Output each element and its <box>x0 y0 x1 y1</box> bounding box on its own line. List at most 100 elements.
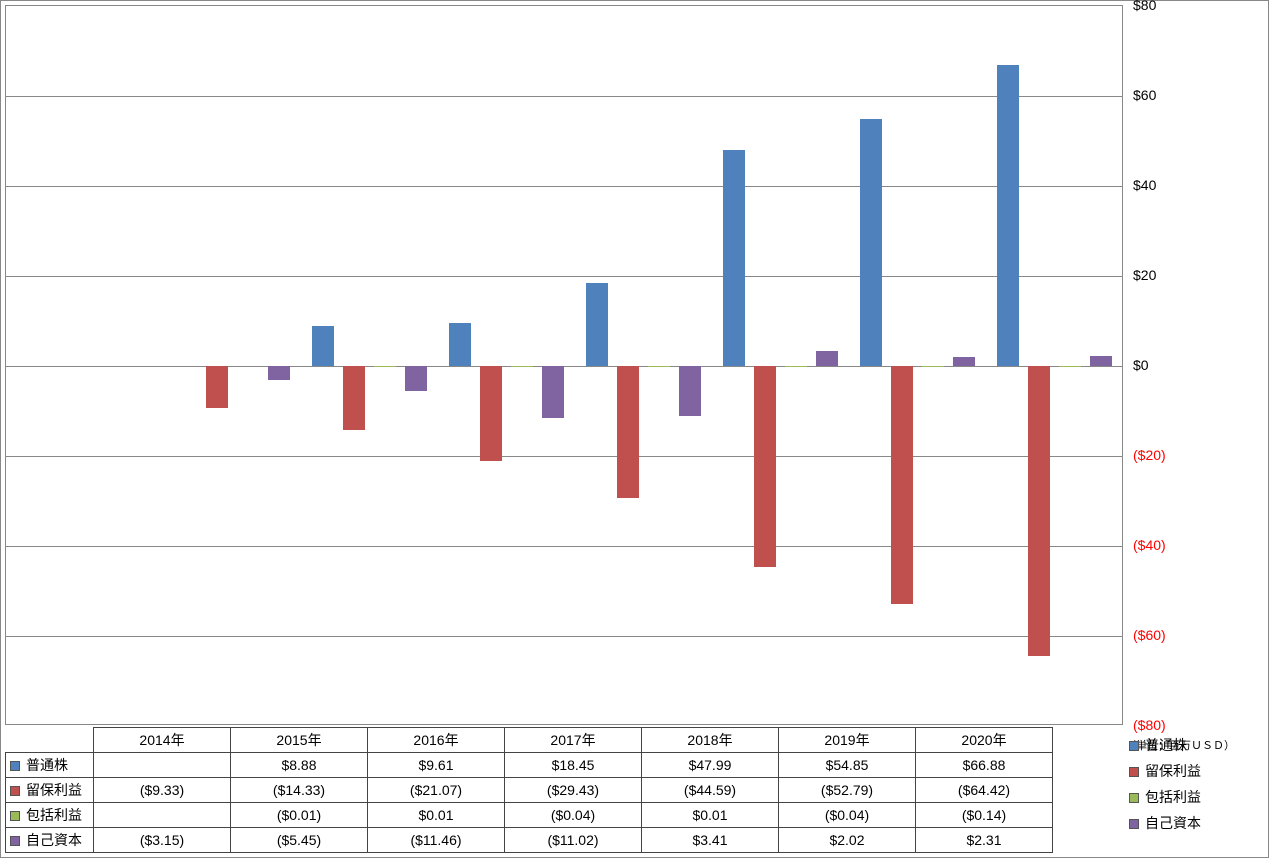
table-cell: ($52.79) <box>779 778 916 803</box>
bar <box>785 366 807 367</box>
bar <box>374 366 396 367</box>
bar <box>617 366 639 498</box>
row-label: 普通株 <box>6 753 94 778</box>
y-tick-label: $20 <box>1133 267 1156 283</box>
bar <box>343 366 365 430</box>
bar <box>206 366 228 408</box>
series-swatch <box>10 786 20 796</box>
bar <box>754 366 776 567</box>
bar <box>997 65 1019 366</box>
table-cell: ($11.46) <box>368 828 505 853</box>
bar <box>1028 366 1050 656</box>
series-swatch <box>10 811 20 821</box>
chart-container: $80$60$40$20$0($20)($40)($60)($80) （単位：百… <box>0 0 1269 858</box>
bar <box>480 366 502 461</box>
table-cell: $2.02 <box>779 828 916 853</box>
grid-line <box>6 636 1122 637</box>
bar <box>542 366 564 418</box>
legend-item: 自己資本 <box>1129 813 1201 833</box>
y-tick-label: $60 <box>1133 87 1156 103</box>
legend-item: 包括利益 <box>1129 787 1201 807</box>
table-cell: $9.61 <box>368 753 505 778</box>
bar <box>723 150 745 366</box>
table-cell: $47.99 <box>642 753 779 778</box>
table-cell: $2.31 <box>916 828 1053 853</box>
data-table: 2014年2015年2016年2017年2018年2019年2020年普通株 $8… <box>5 727 1053 853</box>
grid-line <box>6 456 1122 457</box>
table-row: 普通株 $8.88$9.61$18.45$47.99$54.85$66.88 <box>6 753 1053 778</box>
table-cell <box>94 753 231 778</box>
bar <box>953 357 975 366</box>
bar <box>679 366 701 416</box>
bar <box>1090 356 1112 366</box>
table-header: 2020年 <box>916 728 1053 753</box>
table-cell: ($0.04) <box>505 803 642 828</box>
y-tick-label: ($80) <box>1133 717 1166 733</box>
row-label: 包括利益 <box>6 803 94 828</box>
table-cell: ($64.42) <box>916 778 1053 803</box>
bar <box>405 366 427 391</box>
table-cell: $3.41 <box>642 828 779 853</box>
y-tick-label: $0 <box>1133 357 1149 373</box>
bar <box>816 351 838 366</box>
table-cell: ($3.15) <box>94 828 231 853</box>
legend-swatch <box>1129 819 1139 829</box>
row-label: 留保利益 <box>6 778 94 803</box>
bar <box>860 119 882 366</box>
table-row: 包括利益($0.01)$0.01($0.04)$0.01($0.04)($0.1… <box>6 803 1053 828</box>
table-header: 2017年 <box>505 728 642 753</box>
table-row: 留保利益($9.33)($14.33)($21.07)($29.43)($44.… <box>6 778 1053 803</box>
table-header: 2014年 <box>94 728 231 753</box>
table-cell: $54.85 <box>779 753 916 778</box>
y-tick-label: ($60) <box>1133 627 1166 643</box>
legend-swatch <box>1129 741 1139 751</box>
table-cell: $66.88 <box>916 753 1053 778</box>
table-cell: ($0.14) <box>916 803 1053 828</box>
table-cell: ($21.07) <box>368 778 505 803</box>
table-cell: $8.88 <box>231 753 368 778</box>
table-corner <box>6 728 94 753</box>
bar <box>312 326 334 366</box>
bar <box>922 366 944 367</box>
table-cell: ($11.02) <box>505 828 642 853</box>
legend-swatch <box>1129 793 1139 803</box>
series-swatch <box>10 761 20 771</box>
row-label: 自己資本 <box>6 828 94 853</box>
table-cell: $0.01 <box>368 803 505 828</box>
table-cell: ($0.04) <box>779 803 916 828</box>
table-header: 2019年 <box>779 728 916 753</box>
table-cell: ($29.43) <box>505 778 642 803</box>
legend-swatch <box>1129 767 1139 777</box>
bar <box>511 366 533 367</box>
table-cell: $0.01 <box>642 803 779 828</box>
legend-item: 留保利益 <box>1129 761 1201 781</box>
table-cell: ($0.01) <box>231 803 368 828</box>
bar <box>891 366 913 604</box>
table-cell: ($14.33) <box>231 778 368 803</box>
bar <box>586 283 608 366</box>
table-cell: ($44.59) <box>642 778 779 803</box>
table-header: 2015年 <box>231 728 368 753</box>
table-cell <box>94 803 231 828</box>
table-cell: $18.45 <box>505 753 642 778</box>
grid-line <box>6 276 1122 277</box>
plot-area <box>5 5 1123 725</box>
y-tick-label: $40 <box>1133 177 1156 193</box>
bar <box>268 366 290 380</box>
y-tick-label: ($20) <box>1133 447 1166 463</box>
table-header: 2018年 <box>642 728 779 753</box>
table-row: 自己資本($3.15)($5.45)($11.46)($11.02)$3.41$… <box>6 828 1053 853</box>
legend-item: 普通株 <box>1129 735 1201 755</box>
grid-line <box>6 546 1122 547</box>
y-tick-label: ($40) <box>1133 537 1166 553</box>
bar <box>449 323 471 366</box>
bar <box>648 366 670 367</box>
table-cell: ($9.33) <box>94 778 231 803</box>
table-header: 2016年 <box>368 728 505 753</box>
grid-line <box>6 186 1122 187</box>
zero-line <box>6 366 1122 367</box>
legend: 普通株留保利益包括利益自己資本 <box>1129 735 1201 839</box>
table-cell: ($5.45) <box>231 828 368 853</box>
y-tick-label: $80 <box>1133 0 1156 13</box>
series-swatch <box>10 836 20 846</box>
